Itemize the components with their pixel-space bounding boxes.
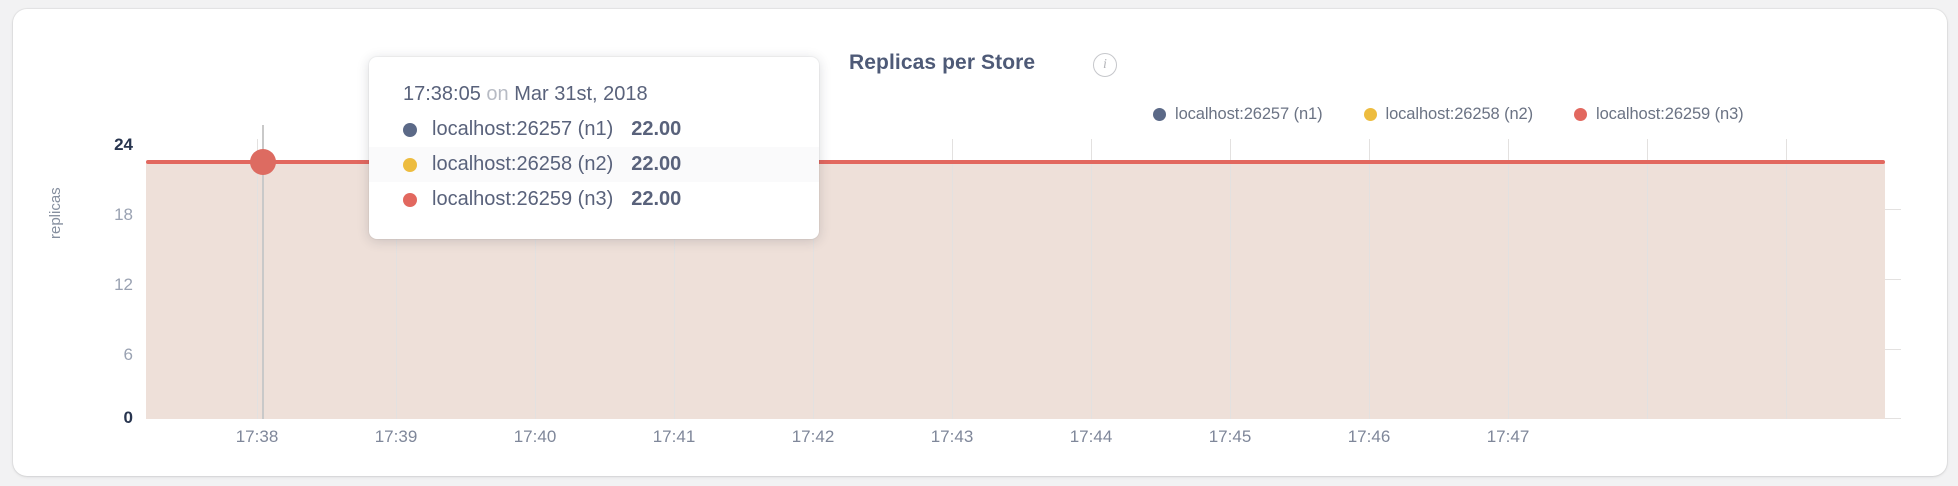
legend-item-n2[interactable]: localhost:26258 (n2) <box>1363 105 1534 124</box>
hover-tooltip: 17:38:05 on Mar 31st, 2018 localhost:262… <box>369 57 819 239</box>
tooltip-row-label: localhost:26258 (n2) <box>432 153 614 175</box>
y-axis: 24 18 12 6 0 <box>91 9 133 486</box>
legend-item-label: localhost:26259 (n3) <box>1596 105 1744 123</box>
vgridline <box>257 139 258 419</box>
vgridline <box>1230 139 1231 419</box>
legend-dot-icon <box>1153 108 1166 121</box>
x-tick-label: 17:43 <box>930 427 974 446</box>
series-line-n3 <box>146 160 1885 164</box>
legend-item-n1[interactable]: localhost:26257 (n1) <box>1153 105 1323 124</box>
hover-point-marker <box>250 149 276 175</box>
vgridline <box>813 139 814 419</box>
x-tick-label: 17:46 <box>1347 427 1391 446</box>
series-dot-icon <box>403 157 417 172</box>
x-tick-label: 17:41 <box>652 427 696 446</box>
info-icon[interactable]: i <box>1093 53 1117 77</box>
tooltip-row-value: 22.00 <box>631 153 682 175</box>
vgridline <box>674 139 675 419</box>
tooltip-row: localhost:26258 (n2) 22.00 <box>369 147 819 182</box>
tooltip-row: localhost:26259 (n3) 22.00 <box>369 182 819 217</box>
y-tick-label: 6 <box>123 345 133 364</box>
tooltip-row: localhost:26257 (n1) 22.00 <box>369 112 819 147</box>
series-dot-icon <box>403 122 417 137</box>
legend-item-n3[interactable]: localhost:26259 (n3) <box>1574 105 1744 124</box>
chart-legend: localhost:26257 (n1) localhost:26258 (n2… <box>1153 105 1744 124</box>
legend-item-label: localhost:26257 (n1) <box>1175 105 1323 123</box>
y-tick-label: 0 <box>123 408 133 427</box>
page-title: Replicas per Store <box>849 51 1036 74</box>
vgridline <box>1508 139 1509 419</box>
y-tick-label: 24 <box>114 135 133 154</box>
vgridline <box>1091 139 1092 419</box>
vgridline <box>952 139 953 419</box>
tooltip-row-label: localhost:26257 (n1) <box>432 118 614 140</box>
legend-dot-icon <box>1363 108 1377 121</box>
x-tick-label: 17:47 <box>1486 427 1530 446</box>
chart-card: Replicas per Store i localhost:26257 (n1… <box>13 9 1947 476</box>
tooltip-row-value: 22.00 <box>631 188 682 210</box>
x-tick-label: 17:40 <box>513 427 557 446</box>
x-tick-label: 17:44 <box>1069 427 1113 446</box>
legend-item-label: localhost:26258 (n2) <box>1385 105 1534 123</box>
series-dot-icon <box>403 192 417 207</box>
vgridline <box>1369 139 1370 419</box>
tooltip-row-label: localhost:26259 (n3) <box>432 188 614 210</box>
y-axis-title: replicas <box>47 187 64 239</box>
vgridline <box>1647 139 1648 419</box>
vgridline <box>1786 139 1787 419</box>
x-tick-label: 17:45 <box>1208 427 1252 446</box>
hover-cursor-line <box>262 125 264 419</box>
y-tick-label: 12 <box>114 275 133 294</box>
tooltip-on-word: on <box>486 83 509 105</box>
x-tick-label: 17:42 <box>791 427 835 446</box>
x-tick-label: 17:39 <box>374 427 418 446</box>
tooltip-row-value: 22.00 <box>631 118 682 140</box>
tooltip-time: 17:38:05 <box>403 83 481 105</box>
x-tick-label: 17:38 <box>235 427 279 446</box>
tooltip-timestamp: 17:38:05 on Mar 31st, 2018 <box>369 83 819 112</box>
vgridline <box>396 139 397 419</box>
vgridline <box>535 139 536 419</box>
legend-dot-icon <box>1574 108 1588 121</box>
y-tick-label: 18 <box>114 205 133 224</box>
tooltip-date: Mar 31st, 2018 <box>514 83 648 105</box>
